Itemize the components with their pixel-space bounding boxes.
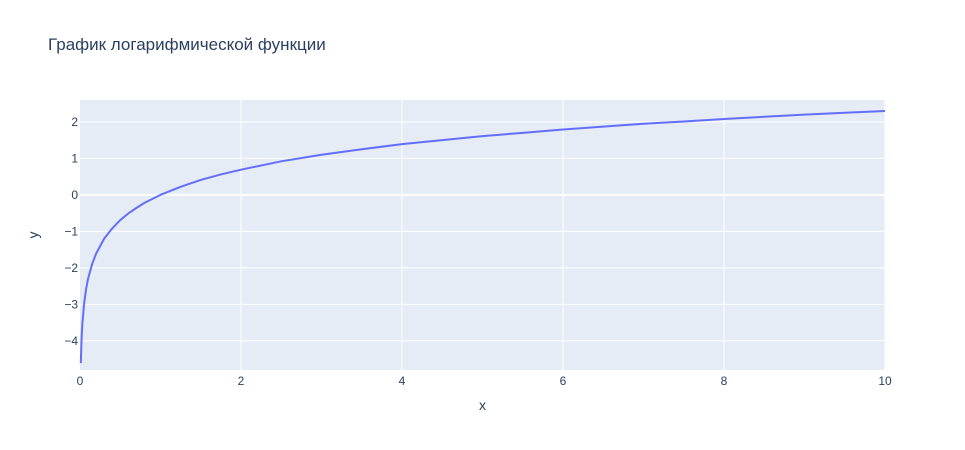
- x-tick-label: 8: [721, 374, 728, 388]
- y-tick-label: 0: [71, 188, 78, 202]
- tick-labels: 0 2 4 6 8 10 −4 −3 −2 −1 0 1 2: [64, 115, 892, 388]
- y-tick-label: −1: [64, 224, 78, 238]
- y-axis-label: y: [25, 232, 41, 239]
- x-tick-label: 6: [560, 374, 567, 388]
- chart-title: График логарифмической функции: [48, 35, 326, 54]
- x-tick-label: 10: [878, 374, 892, 388]
- series-line-0: [79, 109, 886, 364]
- x-axis-label: x: [479, 397, 486, 413]
- y-tick-label: −4: [64, 334, 78, 348]
- x-tick-label: 2: [238, 374, 245, 388]
- y-tick-label: −3: [64, 297, 78, 311]
- y-tick-label: −2: [64, 261, 78, 275]
- y-tick-label: 1: [71, 151, 78, 165]
- series-layer: [79, 109, 886, 364]
- x-tick-label: 4: [399, 374, 406, 388]
- plot-area: [80, 100, 885, 370]
- x-tick-label: 0: [77, 374, 84, 388]
- gridlines: [80, 100, 886, 370]
- y-tick-label: 2: [71, 115, 78, 129]
